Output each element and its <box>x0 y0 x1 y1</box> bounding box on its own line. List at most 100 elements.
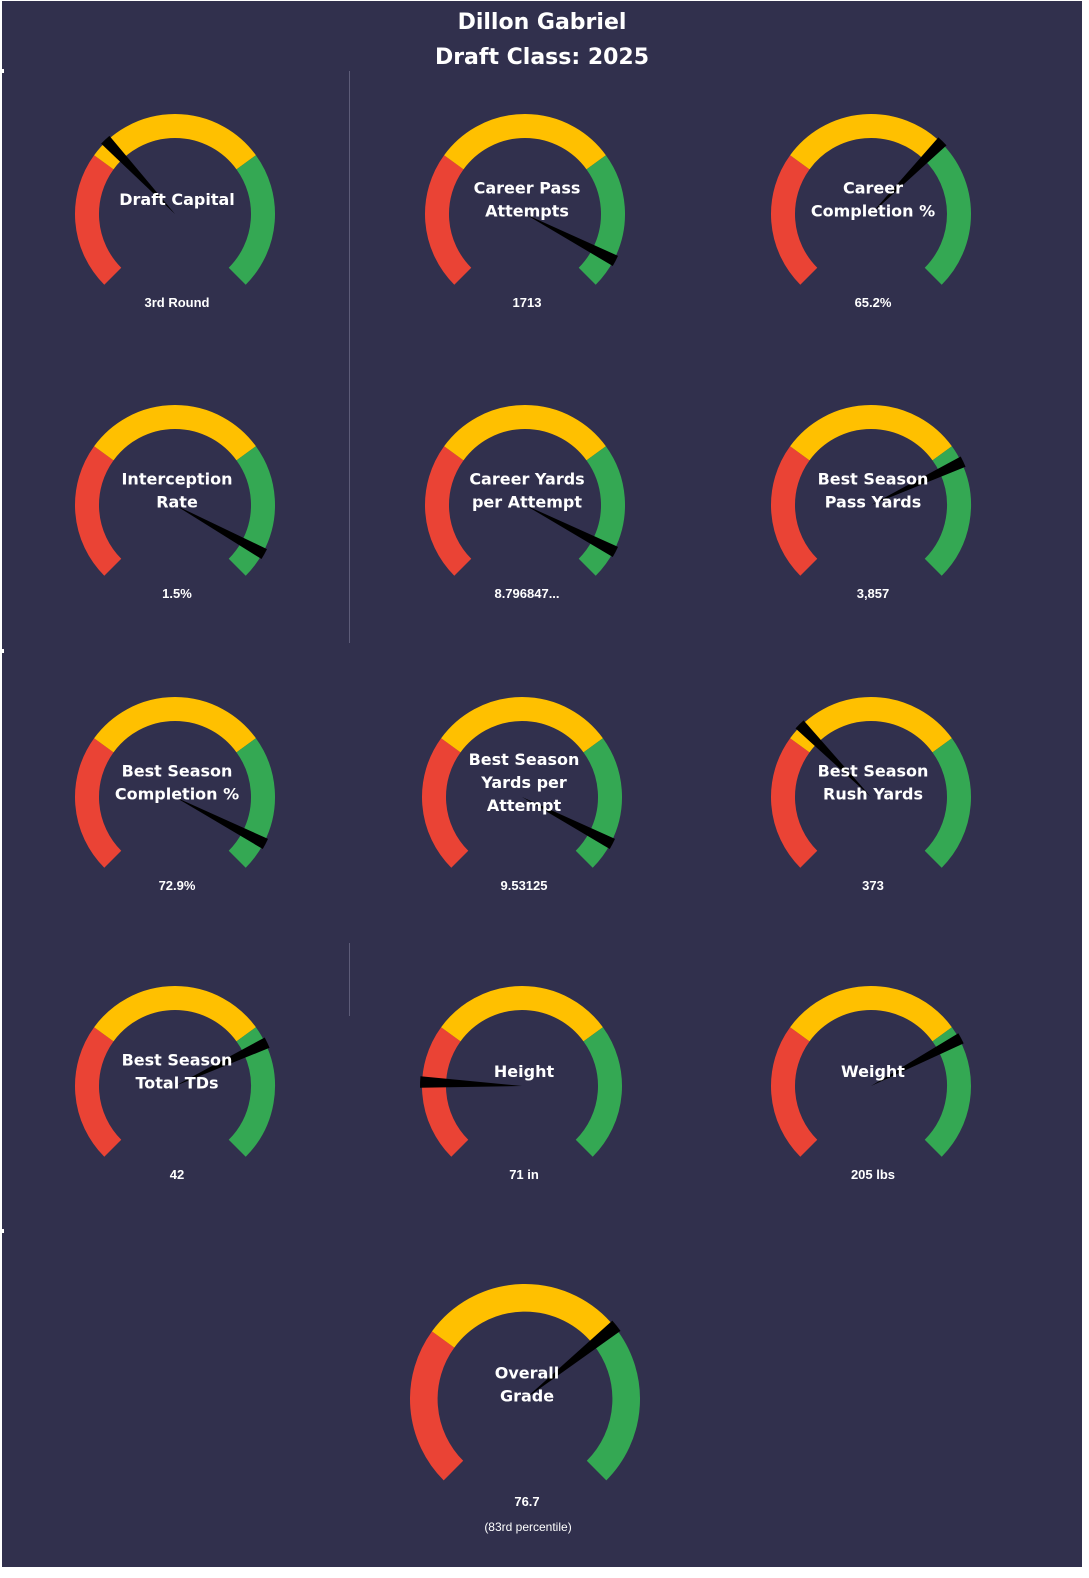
gauge-needle <box>175 1037 270 1086</box>
dashboard-header: Dillon Gabriel Draft Class: 2025 <box>2 5 1082 75</box>
gauge-career-pass-attempts: Career Pass Attempts 1713 <box>425 114 625 310</box>
gauge-best-season-total-tds: Best Season Total TDs 42 <box>75 986 275 1182</box>
edge-notch <box>2 69 4 73</box>
gauge-needle <box>420 1076 522 1088</box>
gauge-value: 1713 <box>513 295 542 310</box>
gauge-value: 9.53125 <box>501 878 548 893</box>
gauge-band <box>422 1027 469 1157</box>
gauge-band <box>236 738 275 844</box>
gauge-label: Best Season <box>818 470 929 489</box>
gauge-overall-grade: Overall Grade 76.7 (83rd percentile) <box>410 1284 640 1534</box>
gauge-band <box>75 446 122 576</box>
gauge-label: Weight <box>841 1062 905 1081</box>
gauge-label: Career Yards <box>469 470 584 489</box>
gauge-interception-rate: Interception Rate 1.5% <box>75 405 275 601</box>
gauge-value: 3rd Round <box>145 295 210 310</box>
gauge-value: 3,857 <box>857 586 890 601</box>
gauge-band <box>924 462 971 576</box>
gauge-needle <box>871 456 966 505</box>
gauge-band <box>586 155 625 261</box>
gauge-band <box>75 1027 122 1157</box>
gauge-band <box>771 446 818 576</box>
gauge-label: Pass Yards <box>825 493 922 512</box>
gauge-label: Draft Capital <box>119 190 235 209</box>
gauge-label: Rush Yards <box>823 785 923 804</box>
gauge-band <box>790 114 942 170</box>
gauge-value: 65.2% <box>855 295 892 310</box>
gauge-band <box>790 697 952 753</box>
gauge-weight: Weight 205 lbs <box>771 986 971 1182</box>
gauge-career-completion-pct: Career Completion % 65.2% <box>771 114 971 310</box>
gauge-needle <box>175 505 267 560</box>
gauge-band <box>441 697 603 753</box>
gauge-band <box>586 1327 640 1481</box>
divider-line <box>349 943 350 1016</box>
gauge-needle <box>795 720 871 797</box>
gauge-label: Career <box>843 179 903 198</box>
draft-class: Draft Class: 2025 <box>434 45 650 70</box>
gauge-best-season-yards-per-attempt: Best Season Yards per Attempt 9.53125 <box>422 697 622 893</box>
gauge-best-season-rush-yards: Best Season Rush Yards 373 <box>771 697 971 893</box>
gauge-label: Completion % <box>115 785 239 804</box>
gauge-draft-capital: Draft Capital 3rd Round <box>75 114 275 310</box>
gauge-label: Best Season <box>818 762 929 781</box>
divider-line <box>349 71 350 643</box>
edge-notch <box>2 649 4 653</box>
gauge-needle <box>522 797 615 849</box>
gauge-value: 76.7 <box>514 1494 539 1509</box>
gauge-band <box>444 405 606 461</box>
gauge-band <box>431 1284 615 1348</box>
gauge-best-season-completion-pct: Best Season Completion % 72.9% <box>75 697 275 893</box>
gauge-band <box>75 738 122 868</box>
gauge-band <box>425 446 472 576</box>
gauge-band <box>575 1027 622 1157</box>
gauge-band <box>422 738 469 868</box>
gauge-career-yards-per-attempt: Career Yards per Attempt 8.796847... <box>425 405 625 601</box>
gauge-label: Total TDs <box>136 1074 219 1093</box>
gauge-band <box>771 155 818 285</box>
gauge-band <box>425 155 472 285</box>
edge-notch <box>2 1229 4 1233</box>
gauge-label: Grade <box>500 1387 554 1406</box>
gauge-value: 71 in <box>509 1167 539 1182</box>
gauge-band <box>771 1027 818 1157</box>
gauge-label: Yards per <box>480 773 567 792</box>
gauge-value: 373 <box>862 878 884 893</box>
gauge-needle <box>525 214 618 266</box>
gauge-band <box>924 142 971 285</box>
gauge-label: Interception <box>121 470 232 489</box>
gauge-needle <box>101 135 175 214</box>
gauge-label: Attempt <box>487 796 562 815</box>
gauge-label: per Attempt <box>472 493 582 512</box>
gauge-percentile: (83rd percentile) <box>484 1520 571 1534</box>
gauge-band <box>94 114 256 170</box>
player-name: Dillon Gabriel <box>457 10 627 35</box>
gauge-label: Completion % <box>811 202 935 221</box>
gauge-needle <box>175 797 268 849</box>
gauge-band <box>94 405 256 461</box>
gauge-value: 42 <box>170 1167 184 1182</box>
gauge-band <box>410 1331 464 1481</box>
gauge-band <box>444 114 606 170</box>
gauge-needle <box>871 137 947 214</box>
gauge-label: Rate <box>156 493 198 512</box>
gauge-label: Career Pass <box>474 179 581 198</box>
gauge-label: Overall <box>495 1364 560 1383</box>
gauge-band <box>924 738 971 868</box>
gauge-value: 1.5% <box>162 586 192 601</box>
gauge-band <box>586 446 625 552</box>
gauge-band <box>228 155 275 285</box>
gauge-band <box>583 738 622 844</box>
gauge-value: 205 lbs <box>851 1167 895 1182</box>
gauge-value: 8.796847... <box>494 586 559 601</box>
gauge-label: Best Season <box>122 762 233 781</box>
gauge-best-season-pass-yards: Best Season Pass Yards 3,857 <box>771 405 971 601</box>
gauge-band <box>228 1043 275 1157</box>
gauge-band <box>75 155 122 285</box>
gauge-band <box>924 1039 971 1157</box>
gauge-needle <box>525 505 618 557</box>
gauge-value: 72.9% <box>159 878 196 893</box>
gauge-label: Best Season <box>469 750 580 769</box>
gauge-needle <box>525 1320 621 1399</box>
